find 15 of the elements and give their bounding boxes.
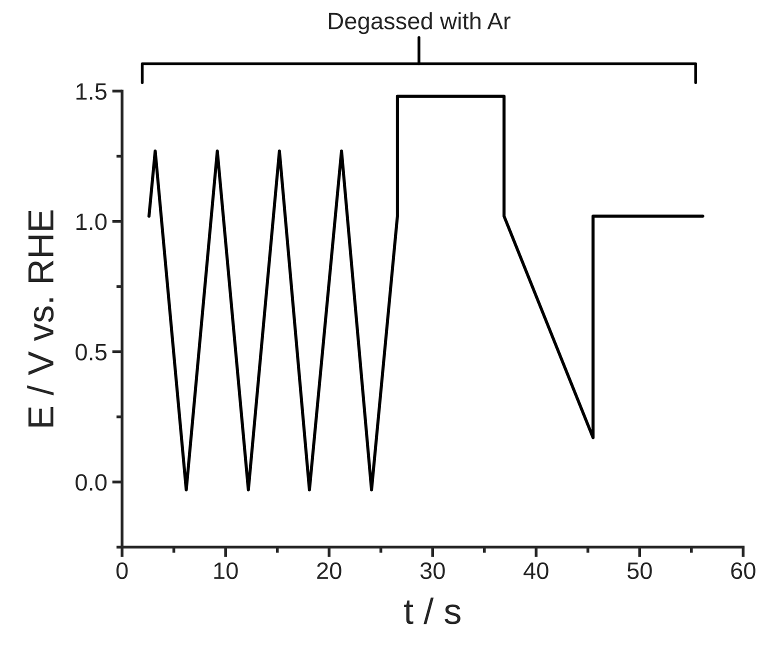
y-tick-label: 0.5 bbox=[76, 344, 107, 360]
x-tick-label: 10 bbox=[214, 562, 238, 580]
y-tick-label: 0.0 bbox=[76, 474, 107, 491]
y-tick-label: 1.0 bbox=[76, 213, 107, 230]
x-tick-label: 30 bbox=[420, 562, 445, 580]
x-tick-label: 40 bbox=[524, 562, 548, 580]
text: Degassed with Ar bbox=[329, 12, 510, 34]
line-series bbox=[147, 94, 704, 492]
x-tick-label: 50 bbox=[627, 562, 652, 580]
x-axis-title: t / s bbox=[404, 598, 460, 624]
x-tick-label: 0 bbox=[116, 562, 128, 580]
x-tick-label: 20 bbox=[317, 562, 342, 580]
y-axis-title: E / V vs. RHE bbox=[27, 210, 54, 427]
y-tick-label: 1.5 bbox=[76, 83, 107, 100]
x-tick-label: 60 bbox=[731, 562, 756, 580]
